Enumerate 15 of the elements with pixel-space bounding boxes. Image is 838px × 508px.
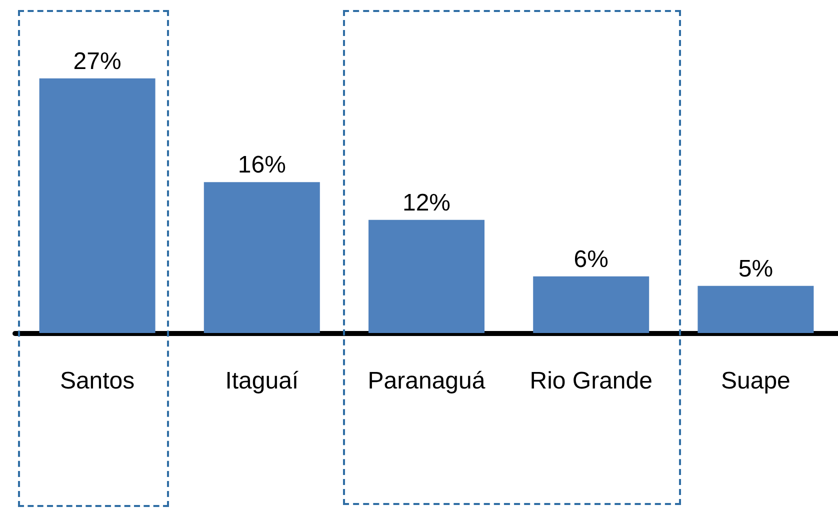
x-tick-label: Santos <box>60 368 135 394</box>
x-tick-label: Paranaguá <box>368 368 486 394</box>
data-label: 12% <box>402 189 451 216</box>
bar <box>698 286 814 333</box>
data-label: 16% <box>238 152 286 179</box>
bar <box>39 78 156 333</box>
bar <box>204 182 320 333</box>
x-tick-label: Itaguaí <box>225 368 299 394</box>
data-label: 6% <box>574 246 608 273</box>
data-label: 27% <box>73 48 122 75</box>
x-tick-label: Rio Grande <box>530 368 652 394</box>
x-tick-label: Suape <box>720 368 790 394</box>
bar <box>533 276 650 333</box>
bar <box>368 220 484 333</box>
data-label: 5% <box>738 255 774 282</box>
